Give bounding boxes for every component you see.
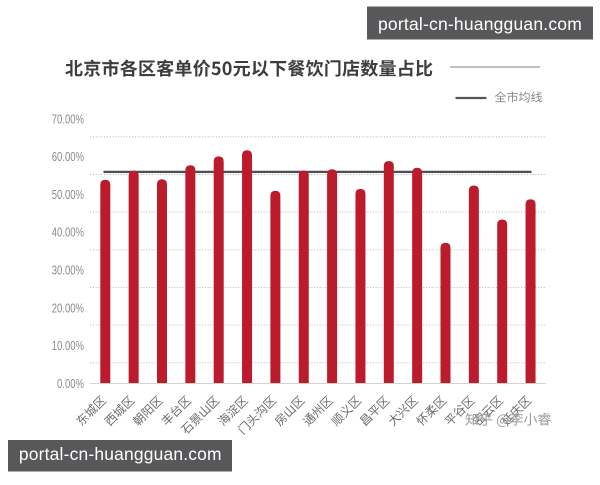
svg-text:70.00%: 70.00% [52, 113, 84, 127]
svg-text:0.00%: 0.00% [57, 378, 84, 392]
svg-text:60.00%: 60.00% [52, 151, 84, 165]
svg-text:10.00%: 10.00% [52, 340, 84, 354]
svg-text:50.00%: 50.00% [52, 189, 84, 203]
svg-text:30.00%: 30.00% [52, 264, 84, 278]
svg-text:20.00%: 20.00% [52, 302, 84, 316]
svg-text:portal-cn-huangguan.com: portal-cn-huangguan.com [19, 444, 222, 464]
svg-text:portal-cn-huangguan.com: portal-cn-huangguan.com [378, 14, 582, 34]
svg-text:40.00%: 40.00% [52, 226, 84, 240]
